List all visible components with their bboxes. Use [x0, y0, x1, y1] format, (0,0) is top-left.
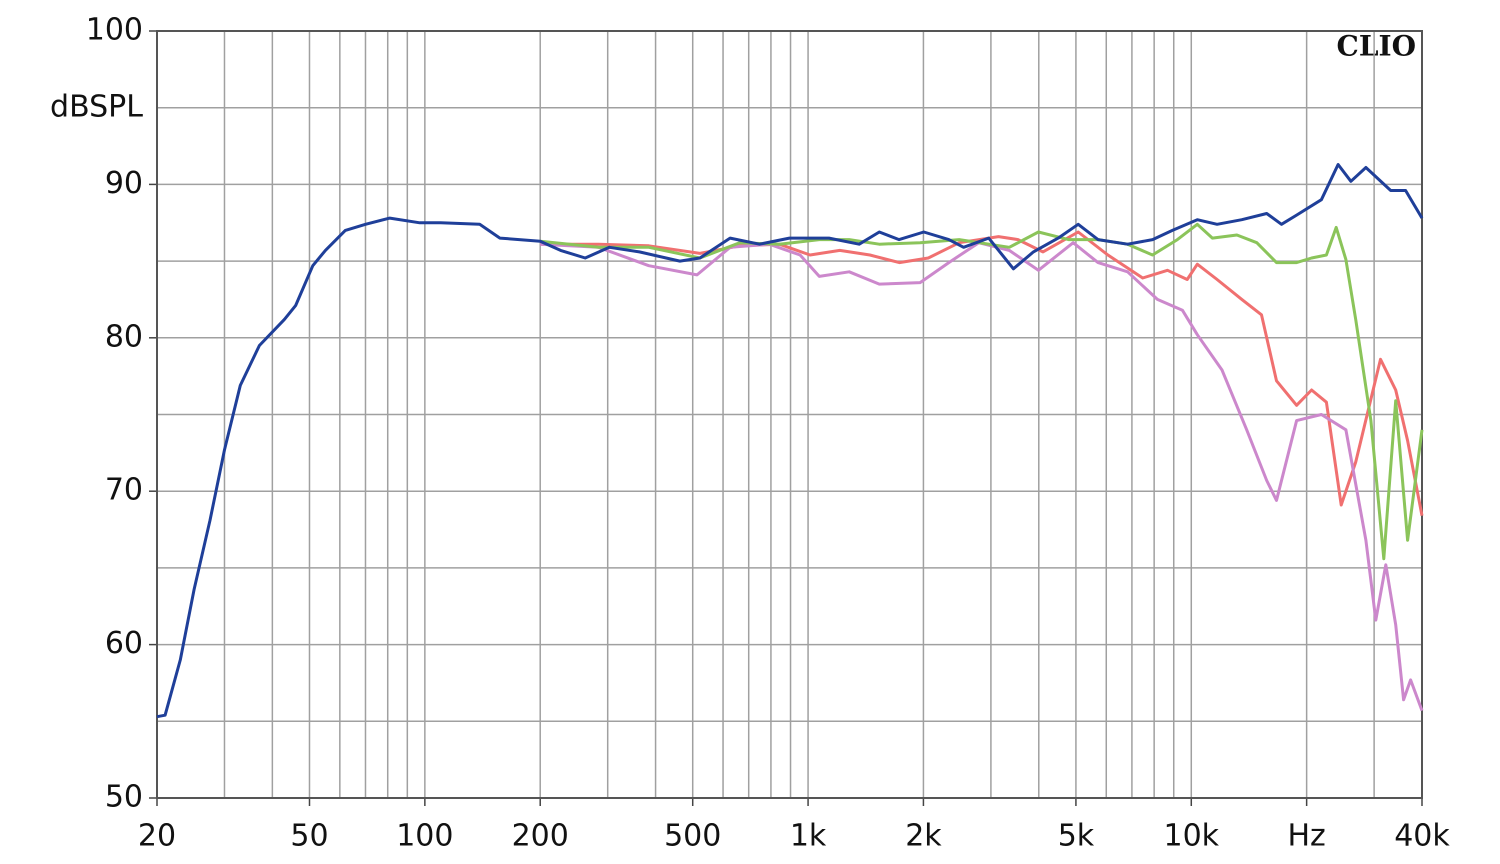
- x-tick-label: 100: [396, 819, 453, 854]
- series-line: [156, 163, 1424, 719]
- x-tick-label: 1k: [790, 819, 827, 854]
- y-tick-label: 100: [86, 13, 143, 48]
- x-tick-label: 40k: [1394, 819, 1450, 854]
- watermark: CLIO: [1337, 30, 1416, 63]
- series-line: [540, 222, 1424, 561]
- x-tick-label: 5k: [1058, 819, 1095, 854]
- series-line: [540, 241, 1424, 712]
- x-tick-label: 200: [512, 819, 569, 854]
- y-tick-label: 60: [105, 626, 143, 661]
- y-tick-label: 80: [105, 319, 143, 354]
- x-tick-label: 10k: [1164, 819, 1220, 854]
- x-tick-label: Hz: [1287, 819, 1325, 854]
- plot-frame: [156, 30, 1423, 799]
- x-tick-label: 500: [664, 819, 721, 854]
- y-tick-label: 70: [105, 473, 143, 508]
- series-line: [540, 230, 1424, 516]
- x-tick-label: 20: [138, 819, 176, 854]
- x-tick-label: 2k: [905, 819, 942, 854]
- y-tick-label: 90: [105, 166, 143, 201]
- x-tick-label: 50: [290, 819, 328, 854]
- y-tick-label: 50: [105, 780, 143, 815]
- y-axis-label: dBSPL: [50, 90, 143, 125]
